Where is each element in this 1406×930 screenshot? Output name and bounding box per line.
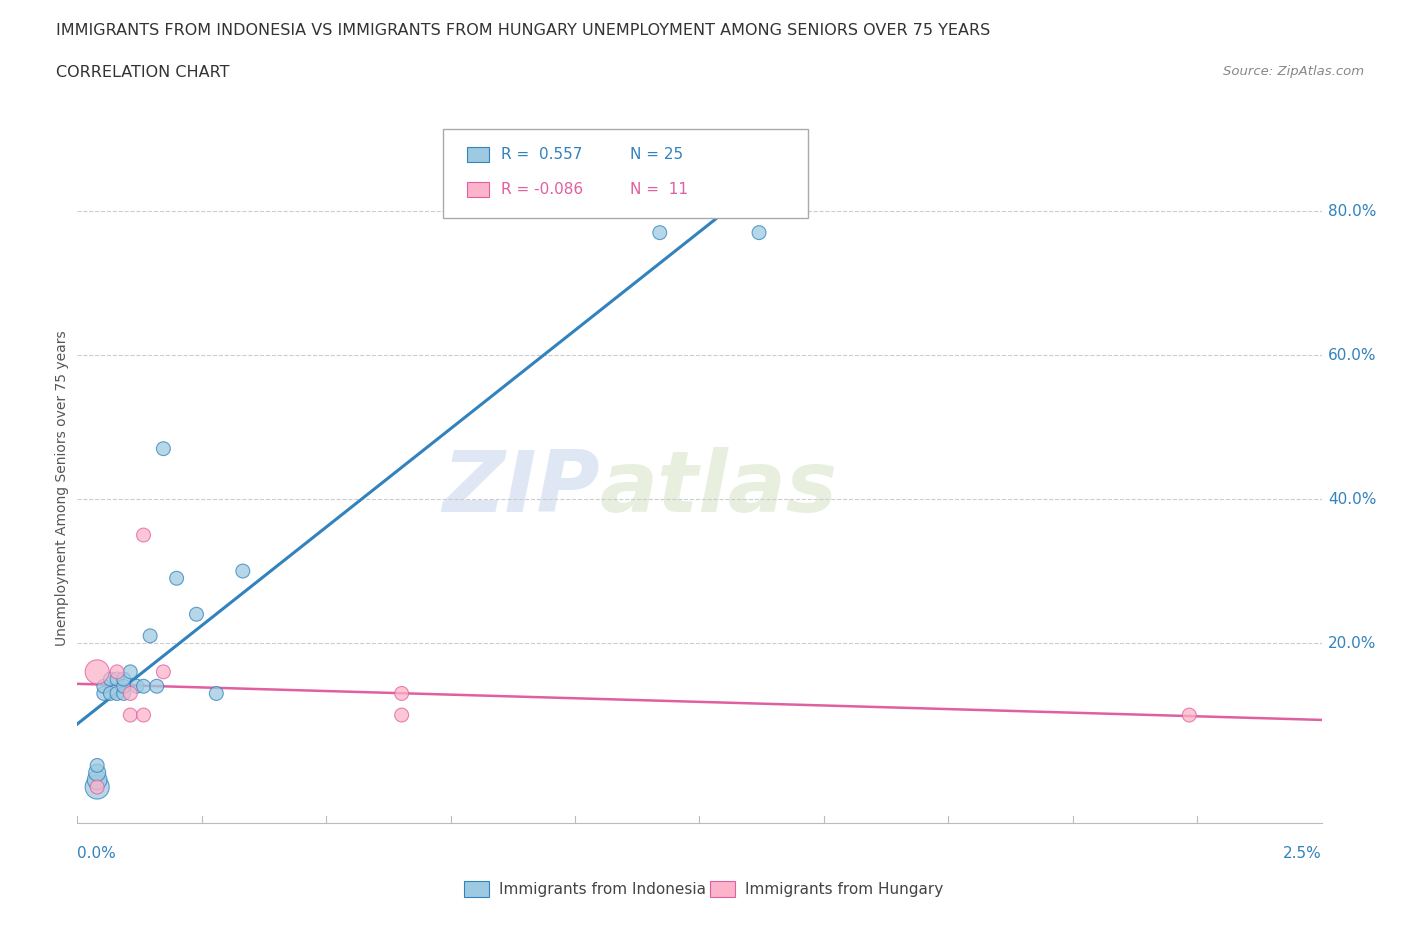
Text: 40.0%: 40.0% bbox=[1327, 492, 1376, 507]
Text: N = 25: N = 25 bbox=[630, 147, 683, 162]
Point bbox=[232, 564, 254, 578]
Text: ZIP: ZIP bbox=[443, 446, 600, 530]
Text: N =  11: N = 11 bbox=[630, 182, 688, 197]
Text: atlas: atlas bbox=[600, 446, 838, 530]
Text: R =  0.557: R = 0.557 bbox=[501, 147, 582, 162]
Text: 80.0%: 80.0% bbox=[1327, 204, 1376, 219]
Point bbox=[105, 686, 128, 701]
Point bbox=[748, 225, 770, 240]
Point bbox=[93, 686, 115, 701]
Text: IMMIGRANTS FROM INDONESIA VS IMMIGRANTS FROM HUNGARY UNEMPLOYMENT AMONG SENIORS : IMMIGRANTS FROM INDONESIA VS IMMIGRANTS … bbox=[56, 23, 990, 38]
Point bbox=[105, 671, 128, 686]
Text: 2.5%: 2.5% bbox=[1282, 846, 1322, 861]
Point bbox=[152, 441, 174, 456]
Point bbox=[112, 686, 135, 701]
Text: Immigrants from Hungary: Immigrants from Hungary bbox=[745, 882, 943, 897]
Point bbox=[100, 671, 122, 686]
Point bbox=[391, 686, 413, 701]
Text: Immigrants from Indonesia: Immigrants from Indonesia bbox=[499, 882, 706, 897]
Point bbox=[86, 664, 108, 679]
Point bbox=[391, 708, 413, 723]
Text: 60.0%: 60.0% bbox=[1327, 348, 1376, 363]
Text: R = -0.086: R = -0.086 bbox=[501, 182, 582, 197]
Point bbox=[132, 708, 155, 723]
Point bbox=[112, 679, 135, 694]
Point bbox=[132, 527, 155, 542]
Point bbox=[86, 779, 108, 794]
Point bbox=[125, 679, 148, 694]
Point bbox=[105, 664, 128, 679]
Point bbox=[648, 225, 671, 240]
Text: CORRELATION CHART: CORRELATION CHART bbox=[56, 65, 229, 80]
Point bbox=[120, 664, 142, 679]
Y-axis label: Unemployment Among Seniors over 75 years: Unemployment Among Seniors over 75 years bbox=[55, 330, 69, 646]
Point bbox=[112, 671, 135, 686]
Point bbox=[120, 686, 142, 701]
Text: Source: ZipAtlas.com: Source: ZipAtlas.com bbox=[1223, 65, 1364, 78]
Point bbox=[120, 708, 142, 723]
Point bbox=[152, 664, 174, 679]
Point bbox=[100, 686, 122, 701]
Point bbox=[186, 606, 208, 621]
Point bbox=[132, 679, 155, 694]
Point bbox=[86, 779, 108, 794]
Point bbox=[86, 765, 108, 780]
Point bbox=[1178, 708, 1201, 723]
Point bbox=[139, 629, 162, 644]
Point bbox=[166, 571, 188, 586]
Text: 20.0%: 20.0% bbox=[1327, 635, 1376, 651]
Point bbox=[86, 758, 108, 773]
Point bbox=[145, 679, 167, 694]
Point bbox=[93, 679, 115, 694]
Text: 0.0%: 0.0% bbox=[77, 846, 117, 861]
Point bbox=[205, 686, 228, 701]
Point bbox=[86, 773, 108, 788]
